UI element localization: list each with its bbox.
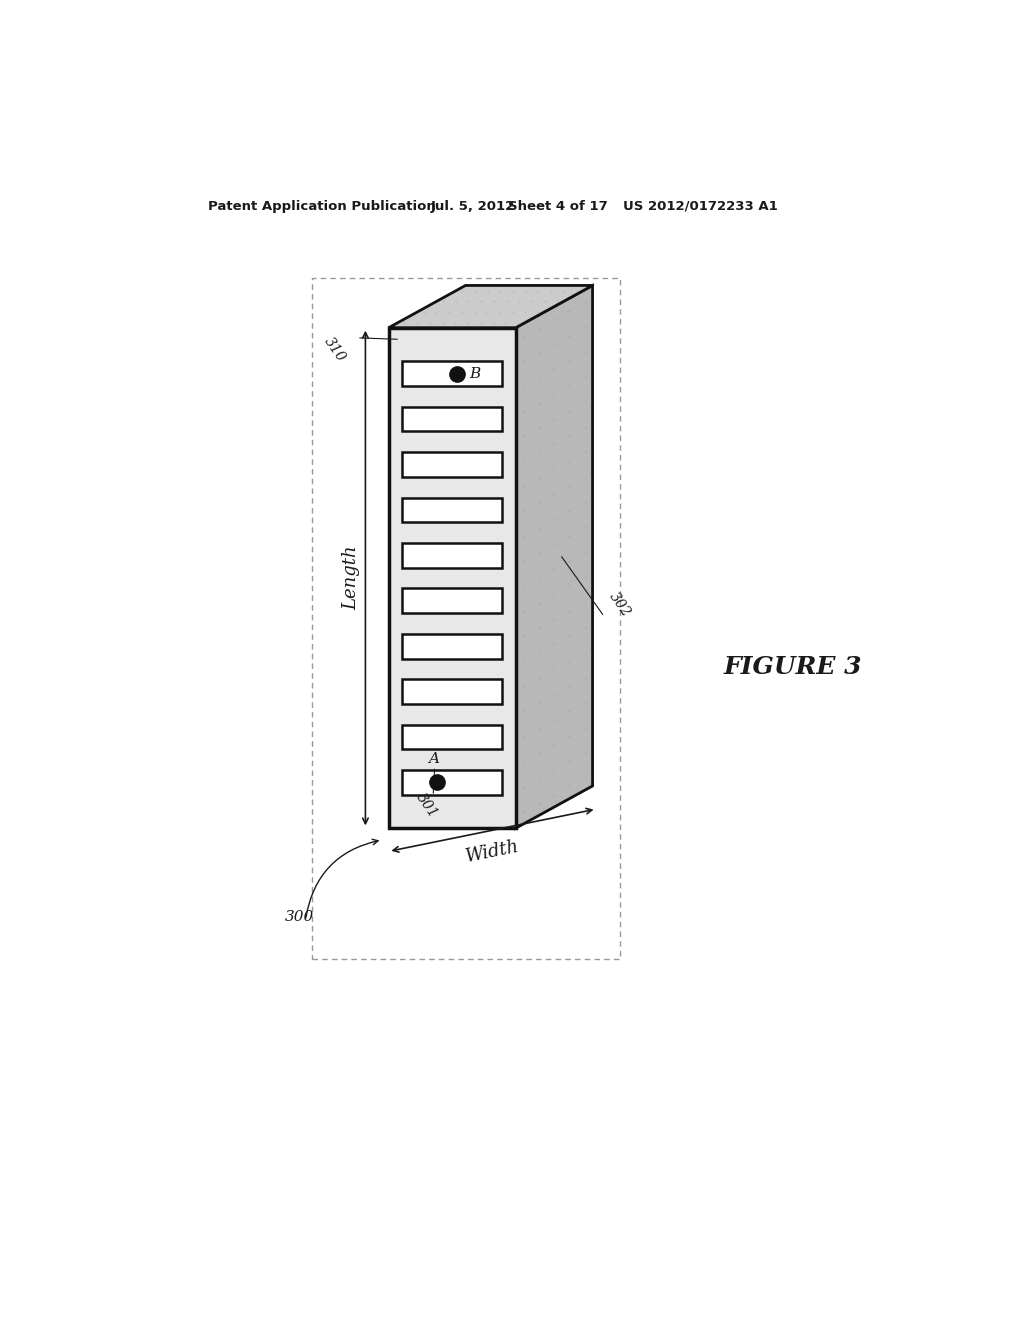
Polygon shape: [402, 589, 502, 612]
Text: US 2012/0172233 A1: US 2012/0172233 A1: [624, 199, 778, 213]
Text: 302: 302: [606, 590, 633, 620]
Text: Sheet 4 of 17: Sheet 4 of 17: [508, 199, 607, 213]
Polygon shape: [388, 285, 593, 327]
Text: 310: 310: [321, 334, 348, 364]
Text: 300: 300: [285, 909, 313, 924]
Polygon shape: [402, 407, 502, 432]
Polygon shape: [515, 285, 593, 829]
Text: Length: Length: [343, 545, 360, 610]
Polygon shape: [402, 634, 502, 659]
Text: 301: 301: [414, 791, 440, 820]
Polygon shape: [402, 770, 502, 795]
Polygon shape: [402, 680, 502, 704]
Text: B: B: [469, 367, 480, 380]
Text: A: A: [428, 751, 439, 766]
Polygon shape: [388, 327, 515, 829]
Text: Width: Width: [464, 838, 521, 866]
Polygon shape: [402, 543, 502, 568]
Polygon shape: [402, 453, 502, 477]
Polygon shape: [402, 362, 502, 385]
Polygon shape: [402, 498, 502, 523]
Text: FIGURE 3: FIGURE 3: [724, 655, 862, 678]
Polygon shape: [402, 725, 502, 750]
Bar: [311, 277, 620, 960]
Text: Patent Application Publication: Patent Application Publication: [208, 199, 435, 213]
Text: Jul. 5, 2012: Jul. 5, 2012: [431, 199, 515, 213]
